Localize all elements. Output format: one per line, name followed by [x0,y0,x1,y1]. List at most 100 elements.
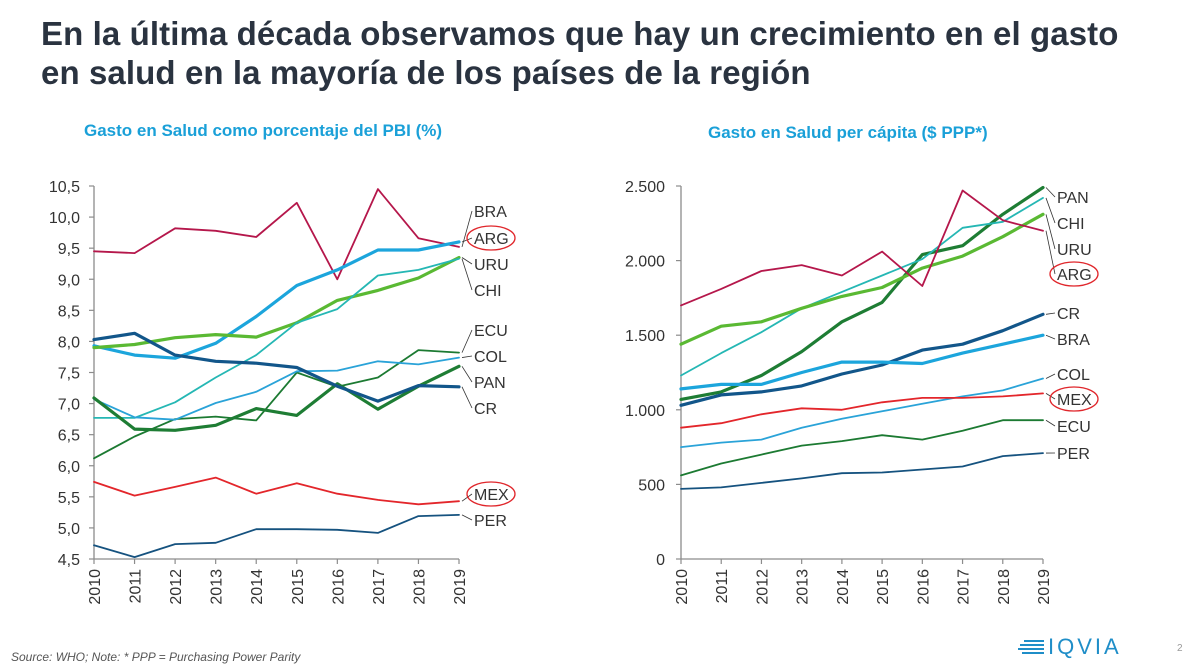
left-series-uru [92,255,461,350]
right-leader-arg [1045,230,1056,275]
right-label-pan: PAN [1057,190,1089,207]
left-leader-pan [461,366,473,383]
left-x-tick-label: 2014 [249,569,266,605]
right-label-mex: MEX [1057,392,1092,409]
left-highlight-arg [466,225,516,251]
left-label-col: COL [474,349,507,366]
right-series-cr [679,312,1045,407]
left-y-tick-label: 7,5 [58,366,80,383]
left-label-uru: URU [474,257,509,274]
right-highlight-mex [1049,386,1099,412]
right-series-col [680,377,1044,449]
left-leader-mex [461,493,473,502]
right-chart-title: Gasto en Salud per cápita ($ PPP*) [708,123,988,142]
left-y-tick-label: 6,0 [58,459,80,476]
left-leader-cr [461,386,473,409]
left-highlight-mex [466,481,516,507]
right-leader-bra [1045,334,1056,340]
right-y-tick-label: 2.000 [625,254,665,271]
left-y-tick-label: 8,0 [58,334,80,351]
right-highlight-arg [1049,261,1099,287]
left-leader-uru [461,257,473,265]
left-label-per: PER [474,513,507,530]
left-y-tick-label: 4,5 [58,552,80,569]
right-y-tick-label: 0 [656,552,665,569]
right-series-arg [680,189,1044,307]
right-x-tick-label: 2014 [835,569,852,605]
right-x-tick-label: 2012 [754,569,771,605]
left-x-tick-label: 2016 [330,569,347,605]
right-series-chi [680,196,1044,377]
right-label-chi: CHI [1057,216,1085,233]
left-leader-per [461,514,473,521]
left-label-arg: ARG [474,231,509,248]
right-label-col: COL [1057,367,1090,384]
left-x-tick-label: 2011 [128,569,145,604]
left-x-tick-label: 2017 [371,569,388,605]
left-chart-title: Gasto en Salud como porcentaje del PBI (… [84,121,443,140]
left-series-ecu [93,349,460,460]
page-number: 2 [1177,643,1183,654]
left-series-per [93,514,460,558]
left-x-tick-label: 2010 [87,569,104,605]
logo-stripes-icon [1018,640,1044,654]
right-leader-cr [1045,312,1056,315]
source-note: Source: WHO; Note: * PPP = Purchasing Po… [11,650,301,664]
left-series-col [93,356,460,421]
left-x-tick-label: 2013 [209,569,226,605]
left-y-tick-label: 6,5 [58,428,80,445]
left-label-ecu: ECU [474,323,508,340]
right-x-tick-label: 2019 [1036,569,1053,605]
left-label-chi: CHI [474,283,502,300]
left-leader-col [461,355,473,358]
right-x-tick-label: 2013 [795,569,812,605]
right-leader-col [1045,373,1056,379]
right-series-per [680,452,1044,490]
right-y-tick-label: 1.000 [625,403,665,420]
right-label-ecu: ECU [1057,419,1091,436]
left-label-bra: BRA [474,204,507,221]
right-x-tick-label: 2017 [956,569,973,605]
right-series-mex [680,392,1044,429]
left-series-pan [92,364,461,432]
left-y-tick-label: 9,0 [58,272,80,289]
left-label-pan: PAN [474,375,506,392]
left-y-tick-label: 5,5 [58,490,80,507]
left-y-tick-label: 9,5 [58,241,80,258]
left-x-tick-label: 2012 [168,569,185,605]
right-label-cr: CR [1057,306,1080,323]
left-y-tick-label: 7,0 [58,397,80,414]
right-x-tick-label: 2018 [996,569,1013,605]
left-y-tick-label: 10,0 [49,210,80,227]
left-series-cr [92,331,461,403]
iqvia-logo: IQVIA [1018,634,1122,659]
right-label-bra: BRA [1057,332,1090,349]
right-leader-pan [1045,187,1056,198]
right-x-tick-label: 2010 [674,569,691,605]
left-y-tick-label: 5,0 [58,521,80,538]
left-series-chi [93,257,460,419]
right-label-per: PER [1057,446,1090,463]
right-label-uru: URU [1057,242,1092,259]
left-series-bra [93,188,460,281]
left-y-tick-label: 8,5 [58,303,80,320]
left-x-tick-label: 2019 [452,569,469,605]
left-label-mex: MEX [474,487,509,504]
right-leader-uru [1045,214,1056,250]
right-leader-ecu [1045,419,1056,427]
right-series-ecu [680,419,1044,477]
right-y-tick-label: 500 [638,477,665,494]
right-y-tick-label: 2.500 [625,179,665,196]
right-leader-chi [1045,197,1056,224]
left-x-tick-label: 2015 [290,569,307,605]
left-series-arg [92,240,461,360]
left-leader-ecu [461,329,473,353]
left-leader-chi [461,258,473,291]
left-x-tick-label: 2018 [411,569,428,605]
slide-title: En la última década observamos que hay u… [41,15,1119,91]
right-series-bra [679,333,1045,391]
left-y-tick-label: 10,5 [49,179,80,196]
right-series-uru [679,212,1045,346]
right-x-tick-label: 2015 [875,569,892,605]
